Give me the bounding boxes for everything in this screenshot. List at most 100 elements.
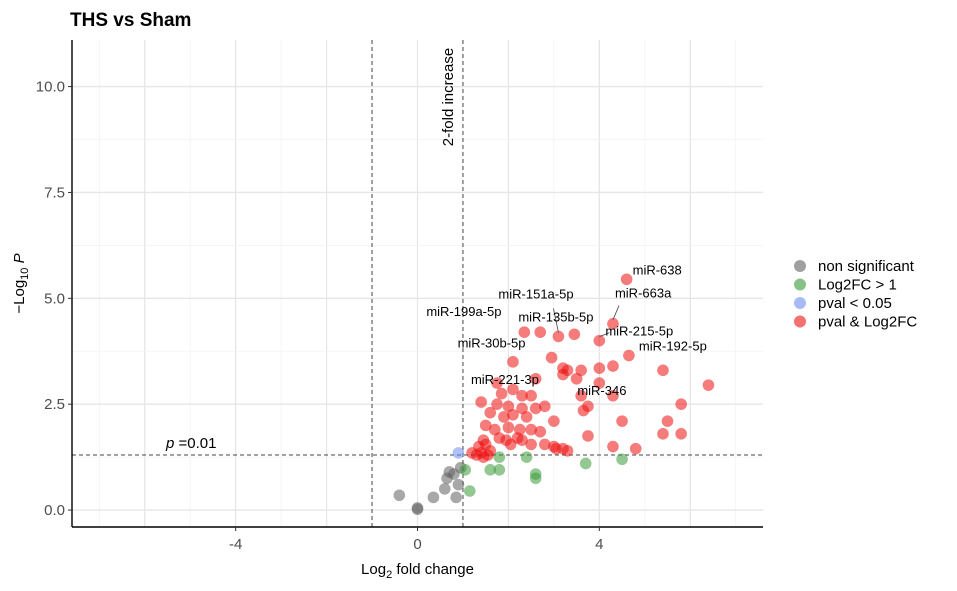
y-axis-label-subscript: 10 xyxy=(19,268,31,280)
data-point xyxy=(570,372,583,385)
data-point xyxy=(629,442,642,455)
data-point xyxy=(484,464,497,476)
legend-label: pval < 0.05 xyxy=(818,295,892,312)
y-tick-label: 2.5 xyxy=(44,396,65,413)
reference-lines: p =0.01 2-fold increase xyxy=(72,40,763,527)
data-point xyxy=(482,449,494,461)
data-point xyxy=(452,447,465,459)
data-point xyxy=(593,377,606,389)
data-point xyxy=(675,398,687,410)
data-point xyxy=(507,383,519,396)
y-tick-label: 7.5 xyxy=(44,184,65,201)
legend-label: pval & Log2FC xyxy=(818,314,917,331)
data-point xyxy=(616,453,628,466)
data-point xyxy=(582,400,594,413)
p-cutoff-label-prefix: p xyxy=(165,435,179,452)
y-axis-label-p: P xyxy=(11,253,28,267)
point-label: miR-151a-5p xyxy=(498,286,573,301)
point-label: miR-663a xyxy=(615,286,672,301)
annotation-connector xyxy=(552,308,559,333)
data-point xyxy=(491,377,503,389)
data-point xyxy=(493,464,506,476)
y-tick-label: 5.0 xyxy=(44,290,65,307)
data-point xyxy=(411,503,424,516)
data-point xyxy=(516,434,528,446)
y-tick-label: 10.0 xyxy=(36,79,65,96)
point-label: miR-199a-5p xyxy=(426,304,501,319)
y-tick-label: 0.0 xyxy=(44,502,65,519)
data-point xyxy=(491,398,503,410)
point-label: miR-135b-5p xyxy=(518,309,593,324)
data-point xyxy=(438,483,451,495)
data-point xyxy=(534,326,547,339)
data-point xyxy=(529,402,542,415)
point-label: miR-192-5p xyxy=(639,338,707,353)
data-point xyxy=(529,372,542,385)
data-point xyxy=(579,457,592,470)
data-point xyxy=(593,334,606,347)
legend-swatch xyxy=(794,260,806,272)
point-label: miR-221-3p xyxy=(471,372,539,387)
data-point xyxy=(534,425,547,438)
data-point xyxy=(582,430,594,442)
data-point xyxy=(525,438,537,451)
data-point xyxy=(661,415,674,427)
y-axis-label: −Log10 P xyxy=(11,253,31,313)
data-point xyxy=(620,273,633,286)
axes: 0.0 2.5 5.0 7.5 10.0 -4 0 4 Log2 fold change −Log… xyxy=(11,40,763,581)
legend-swatch xyxy=(794,278,806,291)
x-axis-label: Log2 fold change xyxy=(361,561,474,581)
data-point xyxy=(452,478,465,491)
data-point xyxy=(545,351,558,364)
legend-swatch xyxy=(794,315,806,328)
data-point xyxy=(502,400,515,413)
data-point xyxy=(495,387,508,400)
data-point xyxy=(623,349,635,362)
annotation-connector xyxy=(612,305,620,320)
data-point xyxy=(675,428,687,440)
legend-label: Log2FC > 1 xyxy=(818,277,897,294)
data-points xyxy=(393,273,715,516)
data-point xyxy=(504,438,517,451)
data-point xyxy=(607,440,619,453)
data-point xyxy=(575,364,587,377)
data-point xyxy=(525,423,537,436)
data-point xyxy=(657,428,669,440)
p-cutoff-label: p =0.01 xyxy=(165,435,216,452)
x-axis-label-subscript: 2 xyxy=(386,569,392,581)
data-point xyxy=(450,491,462,504)
data-point xyxy=(550,442,562,455)
data-point xyxy=(463,485,476,497)
data-point xyxy=(516,402,528,415)
data-point xyxy=(520,451,533,463)
chart-title: THS vs Sham xyxy=(70,10,191,31)
data-point xyxy=(488,423,501,436)
data-point xyxy=(459,464,472,476)
data-point xyxy=(525,389,537,402)
data-point xyxy=(507,356,519,368)
x-tick-label: -4 xyxy=(229,536,242,553)
data-point xyxy=(548,415,560,427)
data-point xyxy=(568,328,581,341)
point-annotations: miR-638 miR-151a-5p miR-663a miR-199a-5p miR… xyxy=(426,262,706,398)
data-point xyxy=(502,421,515,434)
data-point xyxy=(607,317,619,330)
data-point xyxy=(593,362,606,374)
data-point xyxy=(557,368,569,381)
point-label: miR-638 xyxy=(633,262,682,277)
data-point xyxy=(475,396,487,408)
data-point xyxy=(507,408,519,421)
data-point xyxy=(538,438,551,451)
x-axis-label-rest: fold change xyxy=(392,561,474,578)
data-point xyxy=(538,400,551,413)
data-point xyxy=(607,389,619,402)
data-point xyxy=(657,364,669,377)
data-point xyxy=(479,419,492,432)
data-point xyxy=(616,415,628,427)
data-point xyxy=(498,411,510,423)
data-point xyxy=(702,379,715,391)
data-point xyxy=(443,466,456,478)
x-tick-label: 4 xyxy=(595,536,603,553)
